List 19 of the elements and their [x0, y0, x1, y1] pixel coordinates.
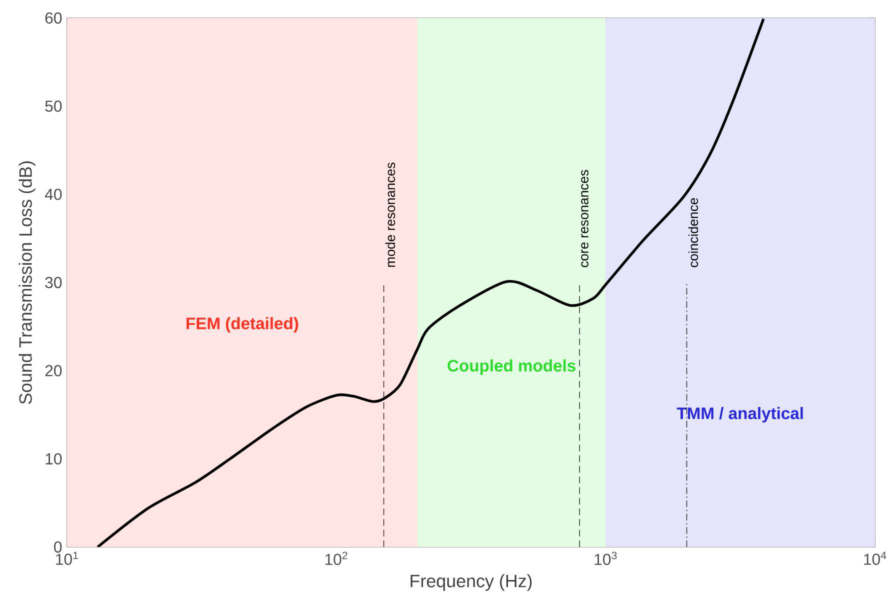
y-tick-label: 20 [45, 365, 62, 376]
band-label: Coupled models [448, 359, 576, 375]
ref-line-label: mode resonances [385, 162, 396, 267]
band-label: FEM (detailed) [186, 317, 298, 333]
y-tick-label: 10 [46, 453, 62, 464]
band-label: TMM / analytical [676, 407, 803, 422]
ref-line-label: coincidence [688, 198, 698, 268]
y-tick-label: 60 [45, 12, 62, 24]
x-axis-title: Frequency (Hz) [410, 574, 532, 591]
x-tick-label: 10$^{4}$ [864, 552, 886, 565]
y-tick-label: 40 [44, 188, 62, 200]
x-tick-label: 10$^{1}$ [56, 552, 78, 565]
y-tick-label: 0 [54, 541, 62, 553]
y-tick-label: 30 [45, 276, 62, 288]
x-tick-label: 10$^{2}$ [325, 552, 348, 566]
y-axis-title: Sound Transmission Loss (dB) [18, 161, 36, 404]
ref-line-label: core resonances [581, 170, 588, 268]
y-tick-label: 50 [45, 100, 62, 112]
x-tick-label: 10$^{3}$ [594, 552, 617, 566]
